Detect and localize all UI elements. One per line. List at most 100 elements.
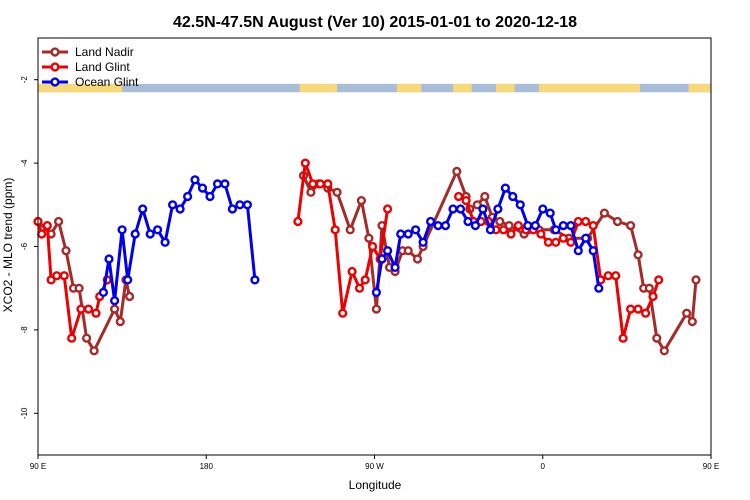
- data-point: [383, 204, 393, 214]
- x-tick-label: 90 E: [703, 462, 719, 471]
- ocean-band: [38, 83, 711, 93]
- y-tick-label: -10: [20, 407, 29, 419]
- data-point: [581, 233, 591, 243]
- data-point: [300, 158, 310, 168]
- data-point: [250, 275, 260, 285]
- land-band-segment: [539, 83, 640, 93]
- data-point: [308, 179, 318, 189]
- data-point: [293, 216, 303, 227]
- data-point: [558, 233, 568, 243]
- data-point: [235, 200, 245, 210]
- data-point: [190, 175, 200, 185]
- data-point: [145, 229, 155, 239]
- data-point: [633, 304, 643, 314]
- data-point: [506, 229, 516, 239]
- data-point: [183, 191, 193, 202]
- data-point: [566, 237, 576, 247]
- series-layer: [33, 158, 701, 356]
- data-point: [383, 246, 393, 256]
- data-point: [538, 204, 548, 214]
- land-ocean-band: [38, 83, 711, 93]
- data-point: [323, 179, 333, 189]
- series-land-glint: [33, 158, 664, 343]
- data-point: [440, 221, 451, 231]
- data-point: [454, 191, 464, 202]
- data-point: [396, 229, 406, 239]
- data-point: [485, 225, 496, 235]
- data-point: [83, 304, 94, 314]
- data-point: [356, 196, 367, 206]
- data-point: [364, 233, 374, 243]
- data-point: [89, 346, 99, 356]
- data-point: [330, 225, 340, 235]
- data-point: [220, 179, 230, 189]
- data-point: [452, 166, 462, 177]
- data-point: [345, 225, 355, 235]
- data-point: [500, 183, 511, 193]
- data-point: [354, 283, 365, 293]
- data-point: [599, 208, 610, 218]
- y-tick-label: -2: [20, 76, 29, 84]
- data-point: [480, 191, 490, 202]
- data-point: [332, 187, 342, 197]
- y-tick-label: -6: [20, 242, 29, 250]
- data-point: [390, 262, 400, 273]
- data-point: [37, 229, 47, 239]
- legend-label: Land Nadir: [75, 45, 134, 59]
- data-point: [536, 229, 546, 239]
- land-band-segment: [688, 83, 711, 93]
- data-point: [433, 221, 443, 231]
- data-point: [455, 204, 466, 214]
- data-point: [644, 283, 654, 293]
- data-point: [411, 225, 421, 235]
- data-point: [523, 221, 533, 231]
- series-ocean-glint: [98, 175, 604, 306]
- data-point: [691, 275, 701, 285]
- data-point: [573, 216, 583, 227]
- land-band-segment: [496, 83, 515, 93]
- x-tick-label: 0: [541, 462, 546, 471]
- data-point: [168, 200, 178, 210]
- data-point: [558, 221, 568, 231]
- data-point: [495, 216, 505, 227]
- x-axis-label: Longitude: [349, 478, 402, 492]
- data-point: [426, 216, 436, 227]
- data-point: [109, 304, 120, 314]
- data-point: [493, 204, 503, 214]
- data-point: [654, 275, 664, 285]
- data-point: [687, 317, 697, 327]
- data-point: [625, 221, 636, 231]
- data-point: [418, 237, 428, 247]
- data-point: [76, 304, 86, 314]
- data-point: [530, 221, 540, 231]
- x-tick-label: 90 E: [30, 462, 46, 471]
- data-point: [338, 308, 348, 318]
- y-tick-label: -4: [20, 159, 29, 167]
- x-tick-label: 180: [200, 462, 214, 471]
- data-point: [403, 229, 413, 239]
- data-point: [618, 333, 628, 343]
- data-point: [347, 266, 357, 277]
- land-band-segment: [38, 83, 123, 93]
- data-point: [115, 317, 125, 327]
- data-point: [104, 254, 114, 264]
- data-point: [212, 179, 223, 189]
- y-axis-label: XCO2 - MLO trend (ppm): [1, 178, 15, 313]
- data-point: [205, 191, 215, 202]
- data-point: [543, 237, 554, 247]
- data-point: [81, 333, 92, 343]
- data-point: [371, 304, 382, 314]
- data-point: [315, 179, 325, 189]
- legend-label: Land Glint: [75, 60, 130, 74]
- chart-title: 42.5N-47.5N August (Ver 10) 2015-01-01 t…: [173, 14, 577, 31]
- series-land-nadir: [33, 166, 701, 356]
- data-point: [360, 275, 370, 285]
- data-point: [53, 216, 64, 227]
- legend-item: Ocean Glint: [42, 75, 139, 89]
- data-point: [611, 271, 621, 281]
- data-point: [625, 304, 636, 314]
- data-point: [545, 208, 555, 218]
- legend-swatch-marker: [50, 47, 60, 57]
- data-point: [91, 308, 101, 318]
